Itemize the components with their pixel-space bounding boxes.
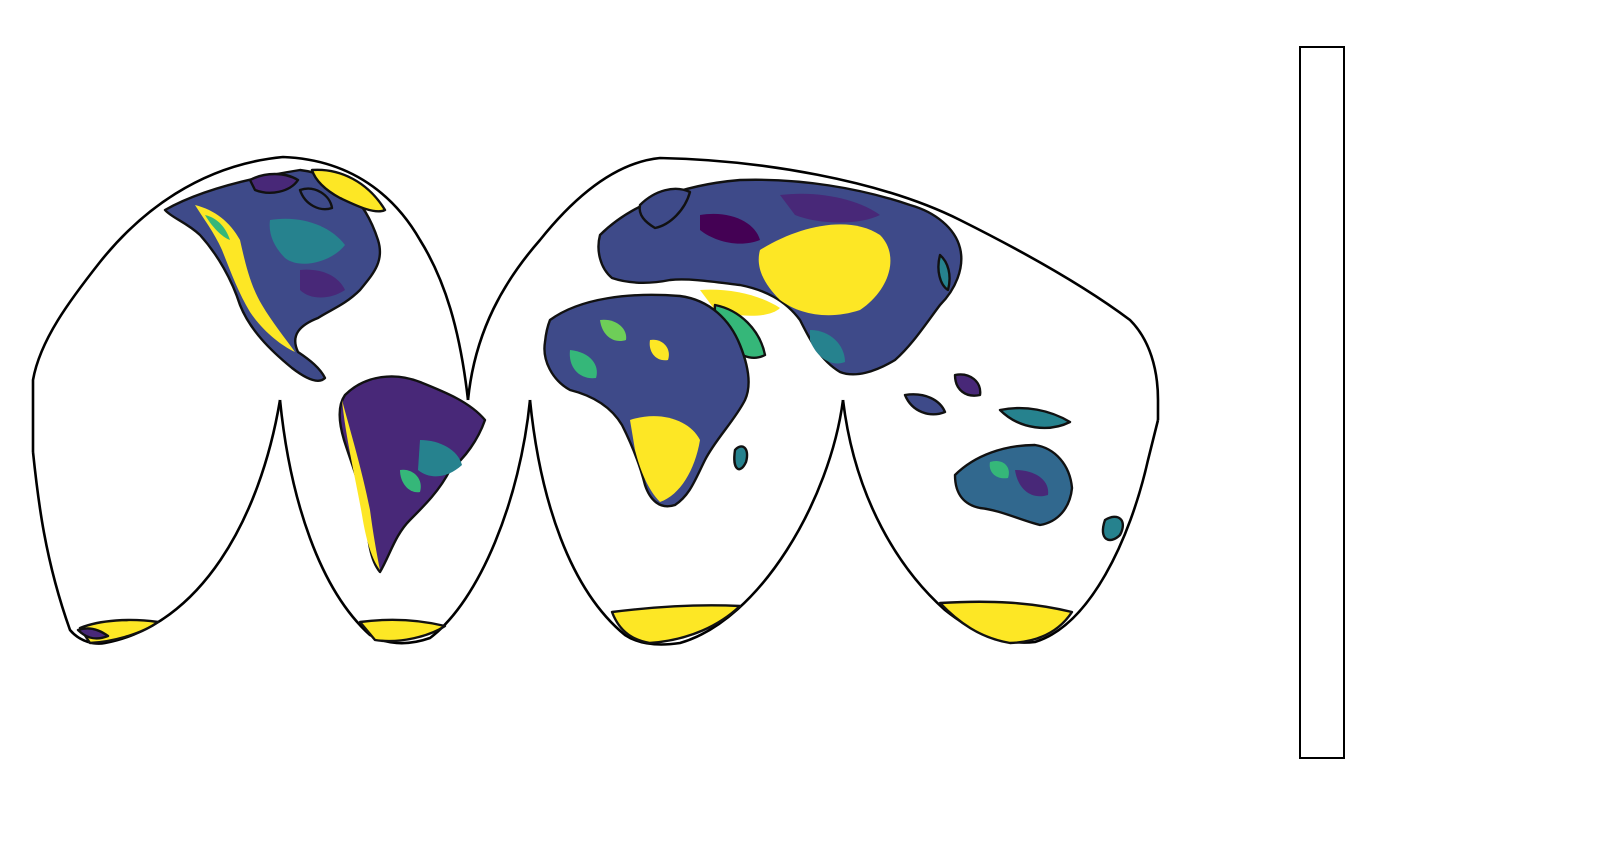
colorbar [1299, 46, 1345, 759]
eurasia [597, 178, 963, 376]
colorbar-body [1299, 46, 1345, 759]
australia [953, 443, 1125, 542]
north-lobe-west [31, 155, 470, 452]
south-lobe-1 [31, 399, 282, 645]
antarctica [76, 600, 1074, 645]
south-lobe-2 [278, 399, 532, 645]
north-lobe-east [466, 156, 1160, 420]
south-america [338, 375, 487, 574]
africa [543, 293, 750, 508]
maritime-southeast-asia [903, 373, 1072, 429]
north-america [163, 168, 387, 382]
land-masses [76, 168, 1125, 645]
south-lobe-3 [528, 399, 845, 646]
